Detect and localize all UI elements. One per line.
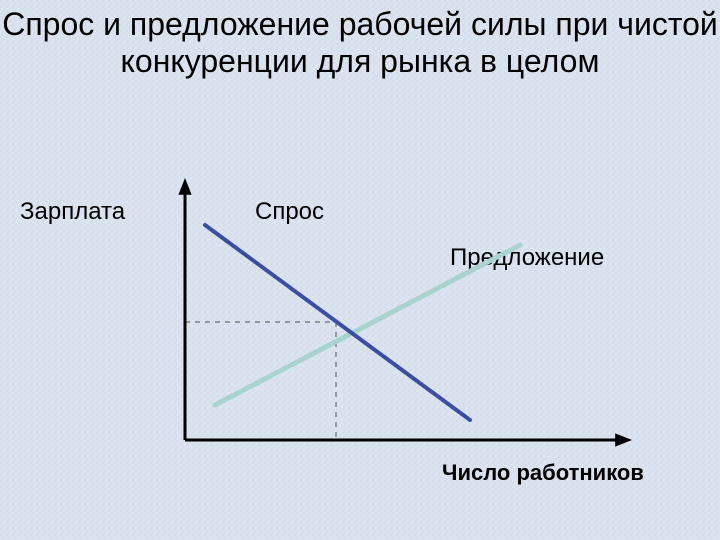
background [0, 0, 720, 540]
y-axis-label: Зарплата [20, 198, 125, 226]
slide-title: Спрос и предложение рабочей силы при чис… [0, 6, 720, 80]
supply-label: Предложение [450, 244, 604, 272]
demand-label: Спрос [255, 198, 324, 226]
x-axis-label: Число работников [442, 460, 644, 486]
slide: Спрос и предложение рабочей силы при чис… [0, 0, 720, 540]
